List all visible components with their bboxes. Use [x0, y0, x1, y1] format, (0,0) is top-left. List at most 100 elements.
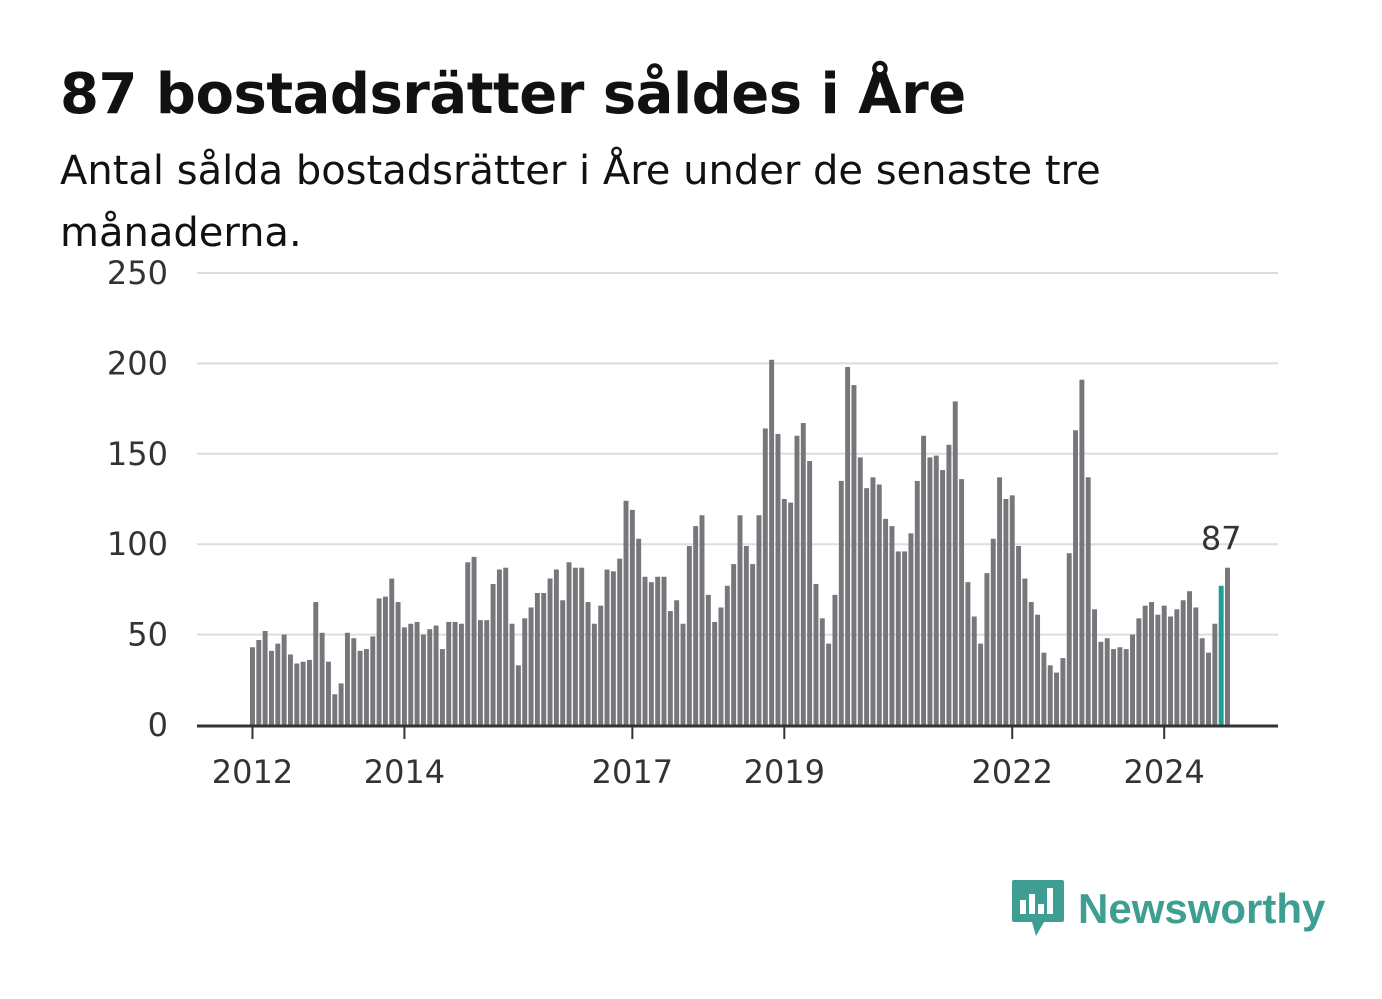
bar	[1035, 614, 1041, 725]
bar	[775, 433, 781, 725]
bar	[319, 632, 325, 725]
bar	[591, 623, 597, 725]
bar	[1022, 578, 1028, 725]
bar	[534, 593, 540, 725]
bar	[598, 605, 604, 725]
bar	[408, 623, 414, 725]
bar	[1060, 658, 1066, 725]
bars	[250, 359, 1230, 725]
bar	[655, 576, 661, 725]
bar	[503, 567, 509, 725]
bar	[908, 533, 914, 725]
bar	[674, 600, 680, 725]
bar	[661, 576, 667, 725]
bar	[553, 569, 559, 725]
bar	[351, 638, 357, 725]
bar	[1149, 602, 1154, 725]
bar	[984, 573, 990, 725]
bar	[750, 564, 756, 725]
bar	[883, 518, 889, 725]
bar	[458, 623, 464, 725]
x-tick-label: 2017	[592, 753, 673, 791]
bar	[566, 562, 572, 725]
bar	[370, 636, 376, 725]
bar	[1104, 638, 1110, 725]
bar	[1092, 609, 1098, 725]
bar	[414, 621, 420, 725]
bar	[756, 515, 762, 725]
bar	[832, 594, 838, 725]
bar	[541, 593, 547, 725]
bar	[889, 526, 895, 725]
bar	[807, 461, 813, 725]
y-tick-label: 100	[107, 525, 168, 563]
bar	[731, 564, 737, 725]
bar	[484, 620, 490, 725]
x-tick-label: 2014	[364, 753, 445, 791]
bar	[762, 428, 768, 725]
y-tick-label: 50	[127, 616, 168, 654]
bar	[1212, 623, 1218, 725]
bar	[1193, 607, 1199, 725]
bar	[952, 401, 958, 725]
bar	[389, 578, 395, 725]
bar	[262, 630, 268, 725]
bar	[699, 515, 705, 725]
bar	[680, 623, 686, 725]
bar	[420, 634, 426, 725]
bar	[718, 607, 724, 725]
bar	[1098, 641, 1104, 725]
bar	[813, 583, 819, 725]
bar	[693, 526, 699, 725]
y-tick-label: 250	[107, 254, 168, 292]
bar	[1047, 665, 1053, 725]
bar	[281, 634, 287, 725]
bar	[471, 556, 477, 725]
bar	[509, 623, 515, 725]
newsworthy-chart-icon	[1012, 880, 1064, 936]
bar	[1130, 634, 1136, 725]
bar	[395, 602, 401, 725]
x-tick-label: 2012	[212, 753, 293, 791]
bar	[737, 515, 743, 725]
bar	[294, 663, 300, 725]
bar	[845, 367, 851, 725]
bar	[851, 385, 857, 725]
bar	[300, 661, 306, 725]
bar	[332, 694, 338, 725]
bar	[876, 484, 882, 725]
bar	[477, 620, 483, 725]
bar	[724, 585, 730, 725]
y-tick-label: 200	[107, 344, 168, 382]
bar	[1117, 647, 1123, 725]
bar	[1066, 553, 1072, 725]
bar	[927, 457, 933, 725]
bar	[382, 596, 388, 725]
bar	[826, 643, 832, 725]
bar	[819, 618, 825, 725]
annotations: 87	[1201, 520, 1242, 558]
bar	[433, 625, 439, 725]
y-tick-label: 150	[107, 435, 168, 473]
bar	[287, 654, 293, 725]
bar	[978, 643, 984, 725]
bar	[268, 650, 274, 725]
bar	[1003, 499, 1009, 725]
bar	[560, 600, 566, 725]
bar	[528, 607, 534, 725]
bar	[572, 567, 578, 725]
x-axis: 2012 2014 2017 2019 2022 2024	[197, 724, 1278, 791]
bar	[788, 502, 794, 725]
bar	[902, 551, 908, 725]
bar	[1009, 495, 1015, 725]
bar	[275, 643, 281, 725]
bar	[946, 444, 952, 725]
bar	[250, 647, 255, 725]
bar	[971, 616, 977, 725]
bar	[933, 455, 939, 725]
bar	[344, 632, 350, 725]
bar	[838, 480, 844, 725]
bar	[1174, 609, 1180, 725]
newsworthy-logo: Newsworthy	[1010, 878, 1325, 940]
